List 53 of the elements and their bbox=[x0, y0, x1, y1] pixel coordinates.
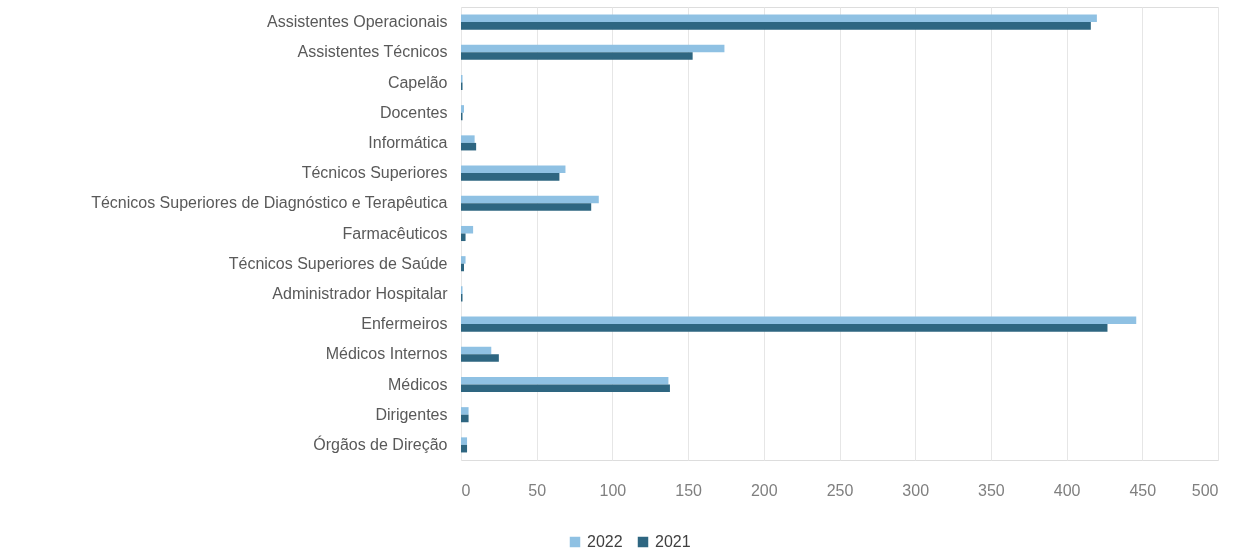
bar bbox=[461, 44, 725, 53]
bar bbox=[461, 105, 465, 113]
bar bbox=[461, 135, 475, 143]
x-tick-label: 350 bbox=[978, 481, 1005, 499]
y-tick-label: Assistentes Técnicos bbox=[297, 43, 448, 61]
bar bbox=[461, 225, 474, 234]
y-tick-label: Médicos Internos bbox=[325, 345, 448, 363]
legend-label: 2021 bbox=[655, 533, 691, 550]
y-tick-label: Técnicos Superiores bbox=[301, 164, 448, 182]
bar bbox=[461, 316, 1137, 325]
y-tick-label: Técnicos Superiores de Saúde bbox=[228, 254, 448, 272]
y-tick-label: Dirigentes bbox=[375, 405, 448, 423]
y-tick-label: Docentes bbox=[379, 103, 448, 121]
x-tick-label: 500 bbox=[1191, 481, 1219, 499]
y-tick-label: Assistentes Operacionais bbox=[266, 13, 448, 31]
bar bbox=[461, 354, 499, 362]
bar bbox=[461, 195, 599, 204]
legend-label: 2022 bbox=[587, 533, 623, 550]
bar bbox=[461, 14, 1097, 23]
bar bbox=[461, 165, 566, 174]
x-tick-label: 50 bbox=[528, 481, 547, 499]
x-tick-label: 100 bbox=[599, 481, 627, 499]
y-tick-label: Farmacêuticos bbox=[342, 224, 448, 242]
bar bbox=[461, 376, 669, 385]
y-tick-label: Técnicos Superiores de Diagnóstico e Terapêutica bbox=[91, 194, 448, 212]
x-tick-label: 0 bbox=[461, 481, 471, 499]
x-tick-label: 200 bbox=[750, 481, 778, 499]
bar bbox=[461, 173, 560, 181]
bar bbox=[461, 324, 1108, 332]
bar bbox=[461, 142, 477, 151]
bar bbox=[461, 22, 1091, 30]
y-tick-label: Capelão bbox=[387, 73, 448, 91]
bar bbox=[461, 346, 492, 355]
bar bbox=[461, 52, 693, 60]
x-tick-label: 450 bbox=[1129, 481, 1157, 499]
y-tick-label: Administrador Hospitalar bbox=[272, 284, 449, 302]
x-tick-label: 400 bbox=[1053, 481, 1081, 499]
bar bbox=[461, 263, 465, 272]
bar bbox=[461, 437, 468, 445]
y-tick-label: Enfermeiros bbox=[361, 315, 448, 333]
y-tick-label: Órgãos de Direção bbox=[313, 434, 448, 453]
x-tick-label: 300 bbox=[902, 481, 930, 499]
bar bbox=[461, 384, 670, 393]
bar bbox=[461, 407, 469, 415]
bar bbox=[461, 444, 468, 453]
x-tick-label: 250 bbox=[826, 481, 854, 499]
x-tick-label: 150 bbox=[675, 481, 703, 499]
y-tick-label: Informática bbox=[368, 133, 448, 151]
bar bbox=[461, 256, 466, 264]
bar bbox=[461, 233, 466, 242]
bar bbox=[461, 203, 592, 211]
y-tick-label: Médicos bbox=[387, 375, 448, 393]
bar bbox=[461, 414, 469, 423]
